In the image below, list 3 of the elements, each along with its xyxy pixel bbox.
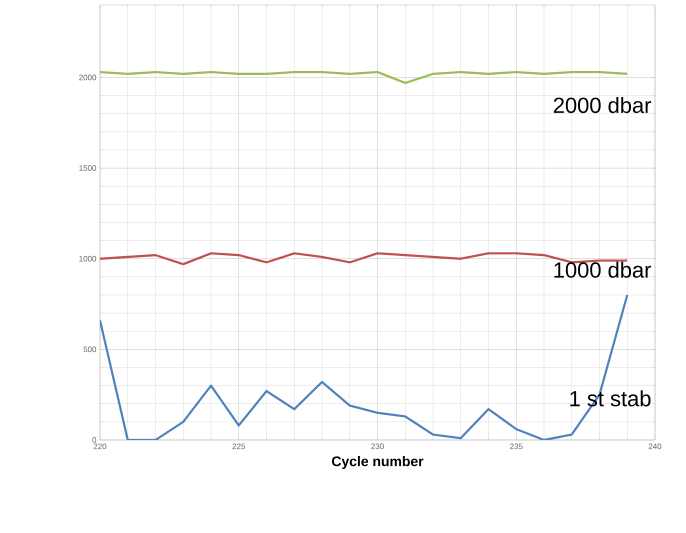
series-label: 1000 dbar xyxy=(554,262,652,278)
x-axis-title: Cycle number xyxy=(332,456,424,469)
series-label: 2000 dbar xyxy=(554,96,652,114)
